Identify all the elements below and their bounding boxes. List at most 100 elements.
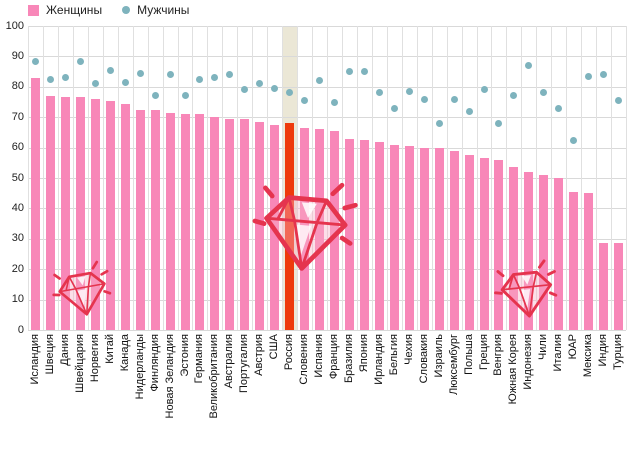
men-dot [540,89,548,97]
gridline [611,26,612,330]
x-axis-label: Индия [597,334,610,367]
y-axis-label: 30 [11,232,24,245]
x-axis-label: Италия [552,334,565,372]
men-dot [465,107,473,115]
men-dot [405,87,413,95]
bar [45,95,55,330]
x-axis-label: Великобритания [208,334,221,419]
bar [599,243,609,330]
gridline [491,26,493,330]
x-axis-label: Франция [328,334,340,380]
men-dot [510,92,518,100]
bar [479,158,489,330]
men-dot [211,74,219,82]
x-axis-label: Люксембург [447,334,460,396]
x-axis-label: Швеция [43,334,56,375]
bar [255,121,265,330]
men-dot [106,66,114,74]
bar [90,99,100,330]
bar [584,193,594,330]
gridline [252,26,254,330]
bar [75,97,85,330]
x-axis-label: Испания [313,334,325,378]
gridline [327,26,328,330]
x-axis-label: Исландия [29,334,41,385]
diamond-doodle [52,262,115,325]
gridline [28,26,29,330]
bar [180,114,190,330]
diamond-doodle [254,180,356,282]
x-axis-label: Россия [283,334,296,371]
x-axis-label: Швейцария [73,334,86,393]
x-axis-label: Финляндия [148,334,161,392]
x-axis-label: Чили [537,334,550,361]
x-axis-label: Индонезия [522,334,535,390]
gridline [312,26,314,330]
x-axis-label: США [268,334,281,360]
men-dot [360,68,368,76]
x-axis-label: Венгрия [492,334,505,376]
men-dot [136,69,144,77]
gridline [626,26,627,330]
x-axis-label: Австрия [253,334,266,376]
men-dot [46,75,54,83]
gridline [356,26,358,330]
gridline [446,26,448,330]
x-axis-label: Израиль [432,334,445,378]
bar [464,155,474,330]
y-axis-label: 10 [11,293,24,306]
y-axis-label: 80 [11,80,24,93]
x-axis-label: Бельгия [387,334,400,376]
men-dot [166,71,174,79]
gridline [222,26,224,330]
gridline [147,26,149,330]
bar [195,114,205,330]
gridline [521,26,523,330]
men-dot [286,89,294,97]
y-axis-label: 70 [11,110,24,123]
gridline [282,26,284,330]
x-axis-label: Словакия [417,334,430,384]
bar [240,118,250,330]
legend-women-label: Женщины [46,3,103,17]
gridline [581,26,583,330]
bar [150,109,160,330]
bar [344,138,354,330]
gridline [536,26,538,330]
bar [449,150,459,330]
gridline [341,26,343,330]
x-axis-label: Бразилия [342,334,355,384]
bar [494,159,504,330]
y-axis-label: 60 [11,141,24,154]
bar [120,103,130,330]
men-dot [76,57,84,65]
gridline [57,26,59,330]
men-dot [525,62,533,69]
x-axis-label: Южная Корея [507,334,520,405]
men-dot [420,95,428,103]
gridline [177,26,179,330]
bar [434,147,444,330]
x-axis-label: Португалия [238,334,251,393]
x-axis-label: ЮАР [567,334,580,360]
bar [404,146,414,330]
x-axis-label: Чехия [402,334,415,365]
x-axis-label: Дания [58,334,71,366]
x-axis-label: Китай [103,334,116,364]
gridline [72,26,74,330]
men-dot [196,75,204,83]
men-dot [345,68,353,76]
men-dot [316,77,323,85]
x-axis-label: Эстония [178,334,191,377]
bar [31,77,40,330]
gridline [28,330,626,331]
chart-legend: Женщины Мужчины [28,2,189,18]
gridline [207,26,209,330]
bar [509,167,519,330]
gridline [117,26,119,330]
gridline [237,26,239,330]
bar [419,147,429,330]
x-axis-label: Мексика [582,334,595,378]
gridline [297,26,299,330]
